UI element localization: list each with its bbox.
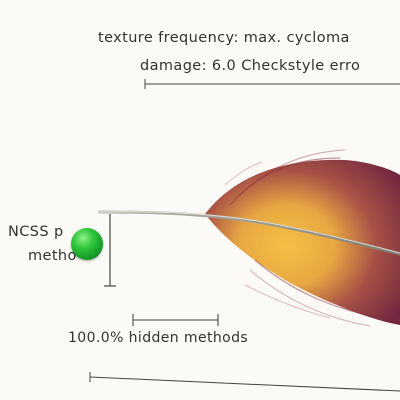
hidden-methods-measure	[132, 314, 219, 326]
ncss-methods-label: metho	[28, 248, 77, 264]
damage-label: damage: 6.0 Checkstyle erro	[140, 58, 361, 74]
green-pointer-marker[interactable]	[71, 228, 103, 260]
feather-shaft	[98, 210, 400, 256]
ncss-measure	[104, 214, 116, 287]
bottom-dimension-rule	[89, 372, 400, 392]
texture-frequency-label: texture frequency: max. cycloma	[98, 30, 350, 46]
feather-vane	[205, 149, 400, 327]
ncss-label: NCSS p	[8, 224, 64, 240]
hidden-methods-label: 100.0% hidden methods	[68, 330, 249, 346]
caption-dimension-rule	[144, 79, 400, 89]
